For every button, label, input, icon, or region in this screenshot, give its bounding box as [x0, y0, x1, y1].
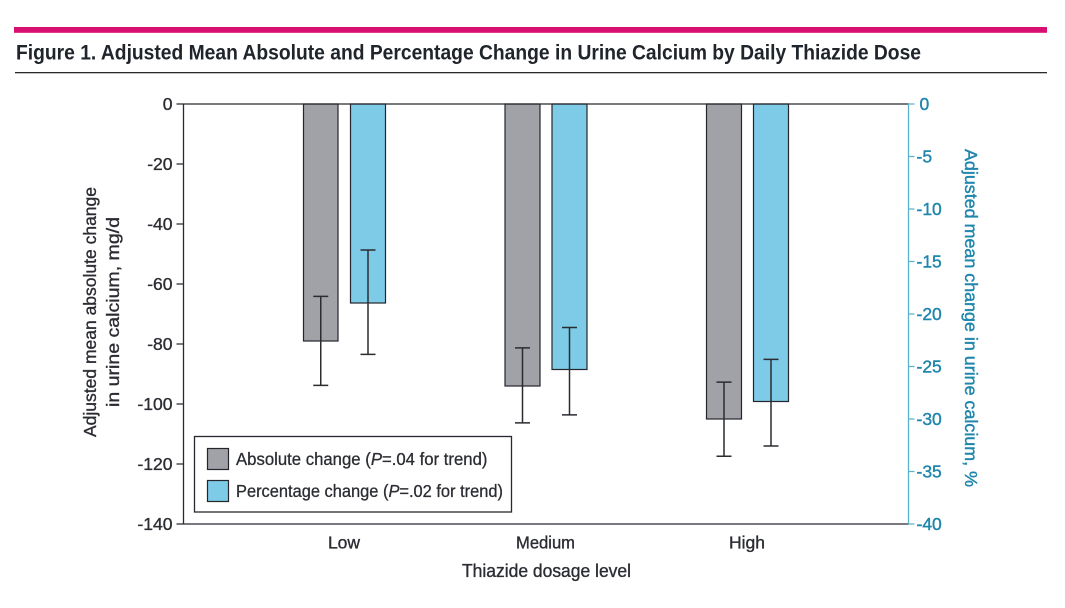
svg-text:in urine calcium, mg/d: in urine calcium, mg/d: [103, 217, 123, 407]
svg-text:-25: -25: [917, 357, 942, 377]
svg-text:-100: -100: [137, 394, 172, 414]
svg-text:Absolute change (P=.04 for tre: Absolute change (P=.04 for trend): [236, 449, 488, 469]
svg-text:Medium: Medium: [516, 533, 575, 553]
svg-text:0: 0: [163, 94, 173, 114]
svg-text:Percentage change (P=.02 for t: Percentage change (P=.02 for trend): [236, 481, 503, 501]
svg-text:-10: -10: [917, 199, 943, 219]
svg-text:-35: -35: [917, 462, 942, 482]
svg-text:-40: -40: [917, 514, 943, 534]
svg-text:-30: -30: [917, 409, 943, 429]
svg-text:-140: -140: [137, 514, 172, 534]
svg-text:-80: -80: [147, 334, 173, 354]
svg-text:-120: -120: [137, 454, 172, 474]
svg-text:-40: -40: [147, 214, 173, 234]
svg-text:-15: -15: [917, 252, 942, 272]
svg-text:-60: -60: [147, 274, 173, 294]
svg-text:0: 0: [920, 94, 930, 114]
svg-text:-5: -5: [917, 147, 933, 167]
svg-text:Adjusted mean change in urine: Adjusted mean change in urine calcium, %: [961, 149, 981, 487]
svg-text:Adjusted mean absolute change: Adjusted mean absolute change: [80, 187, 100, 437]
svg-text:-20: -20: [917, 304, 943, 324]
svg-text:-20: -20: [147, 154, 173, 174]
svg-text:Thiazide dosage level: Thiazide dosage level: [462, 561, 631, 581]
svg-text:Figure 1. Adjusted Mean Absolu: Figure 1. Adjusted Mean Absolute and Per…: [16, 41, 921, 64]
svg-text:High: High: [729, 533, 765, 553]
svg-text:Low: Low: [328, 533, 360, 553]
